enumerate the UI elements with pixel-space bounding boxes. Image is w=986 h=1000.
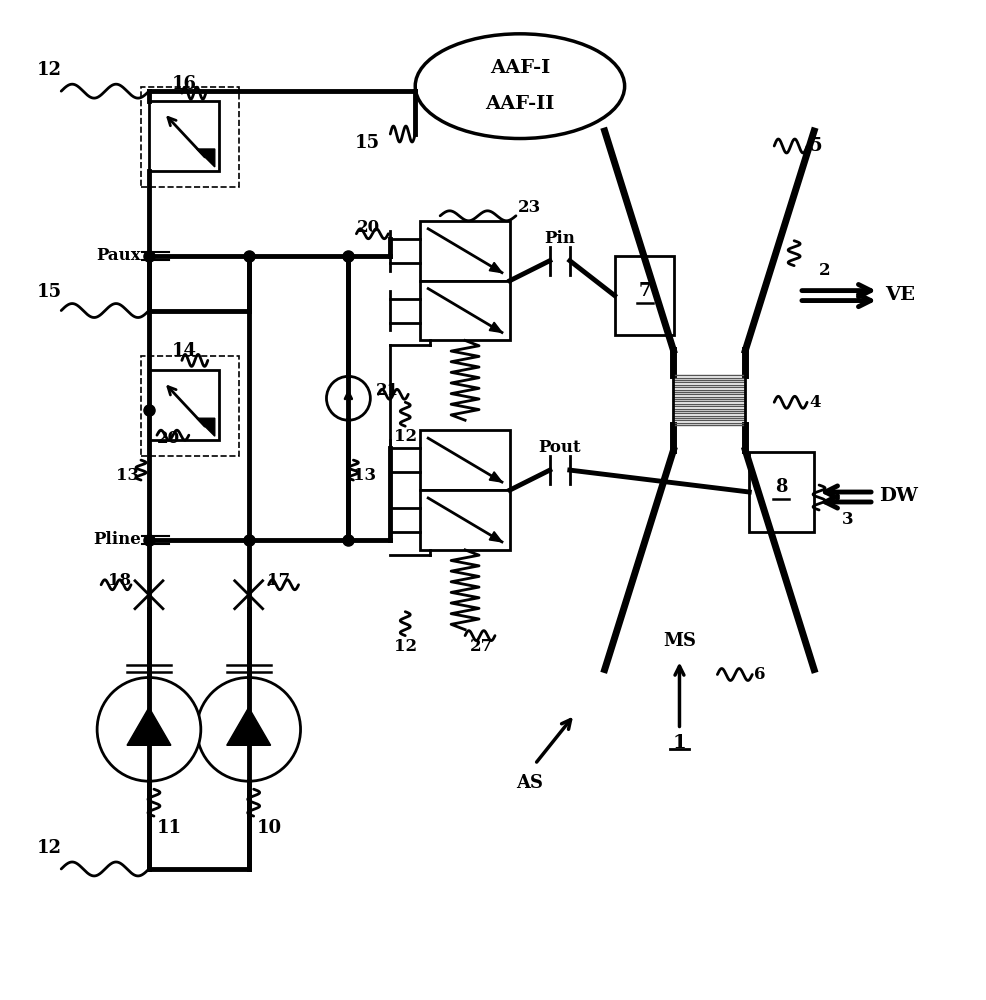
Bar [748,452,813,532]
Circle shape [97,677,200,781]
Bar [141,87,239,187]
Text: MS: MS [663,632,695,650]
Bar [420,430,510,490]
Text: 15: 15 [355,134,380,152]
Polygon shape [489,532,502,542]
Text: VE: VE [884,286,914,304]
Text: DW: DW [878,487,917,505]
Text: 12: 12 [36,61,62,79]
Text: 17: 17 [266,572,290,589]
Bar [141,356,239,456]
Circle shape [326,376,370,420]
Text: 3: 3 [841,511,853,528]
Text: 5: 5 [809,137,821,155]
Text: 16: 16 [172,75,196,93]
Text: 6: 6 [753,666,765,683]
Text: 11: 11 [157,819,181,837]
Polygon shape [227,707,270,745]
Text: 13: 13 [353,467,376,484]
Polygon shape [196,418,215,436]
Text: AAF-I: AAF-I [489,59,549,77]
Text: 14: 14 [172,342,196,360]
Text: AS: AS [516,774,543,792]
Circle shape [196,677,301,781]
Text: AAF-II: AAF-II [485,95,554,113]
Text: 7: 7 [638,282,650,300]
Bar [420,221,510,281]
Text: 20: 20 [157,430,179,447]
Bar [420,490,510,550]
Text: 27: 27 [469,638,493,655]
Text: 21: 21 [376,382,399,399]
Text: Pline: Pline [93,531,141,548]
Text: Pin: Pin [544,230,575,247]
Text: 12: 12 [36,839,62,857]
Text: 15: 15 [36,283,62,301]
Text: 10: 10 [256,819,282,837]
Bar [149,370,219,440]
Polygon shape [489,472,502,482]
Text: 8: 8 [774,478,787,496]
Polygon shape [196,149,215,167]
Polygon shape [489,322,502,332]
Text: 13: 13 [115,467,139,484]
Text: 20: 20 [356,219,380,236]
Polygon shape [489,262,502,273]
Text: 12: 12 [393,638,416,655]
Polygon shape [127,707,171,745]
Text: 23: 23 [518,199,540,216]
Text: 4: 4 [809,394,819,411]
Text: 18: 18 [107,572,131,589]
Bar [614,256,673,335]
Bar [420,281,510,340]
Text: 2: 2 [818,262,830,279]
Text: Paux: Paux [97,247,141,264]
Text: 1: 1 [671,734,685,752]
Text: 12: 12 [393,428,416,445]
Text: Pout: Pout [538,439,581,456]
Bar [149,101,219,171]
